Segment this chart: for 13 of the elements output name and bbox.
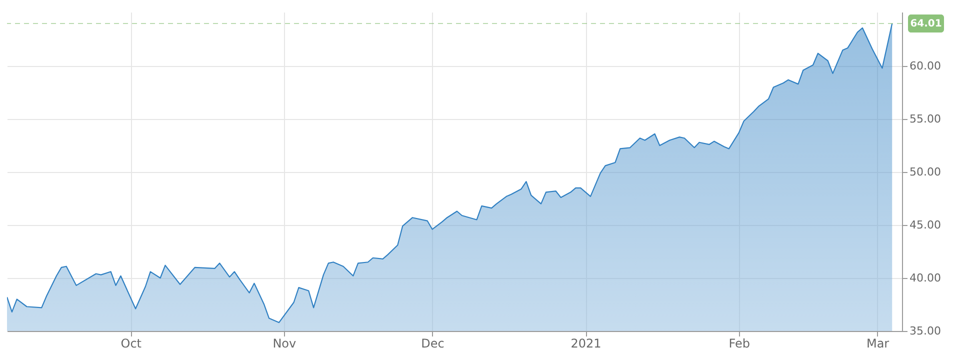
x-tick-label: Oct: [120, 336, 142, 350]
y-tick-label: 60.00: [910, 60, 941, 73]
y-tick-label: 55.00: [910, 112, 941, 126]
ref-line-label: 64.01: [910, 18, 942, 30]
x-tick-label: Nov: [272, 336, 296, 350]
y-tick-label: 35.00: [910, 324, 941, 338]
y-tick-label: 40.00: [910, 272, 941, 285]
x-tick-label: Mar: [866, 336, 890, 350]
x-tick-label: Dec: [421, 336, 444, 350]
y-tick-label: 45.00: [910, 218, 941, 232]
y-tick-label: 50.00: [910, 166, 941, 179]
x-tick-label: 2021: [570, 336, 602, 350]
x-tick-label: Feb: [728, 336, 750, 350]
